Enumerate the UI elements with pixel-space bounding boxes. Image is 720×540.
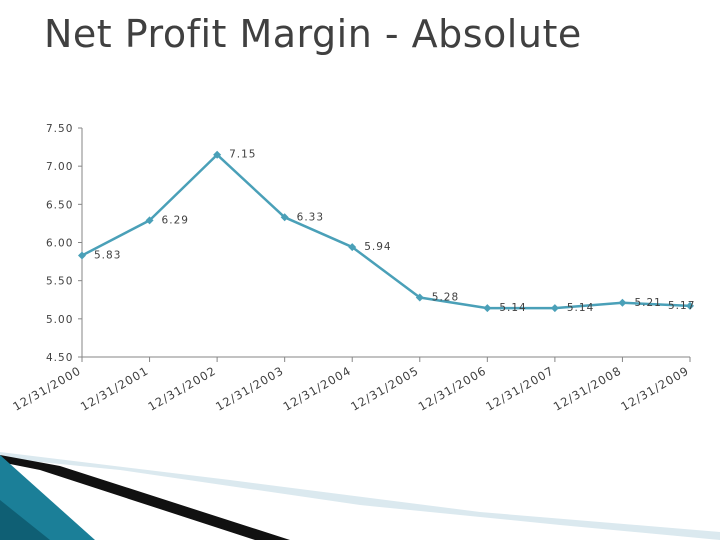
data-label: 5.21 [634,297,661,309]
x-tick-label: 12/31/2007 [483,363,556,413]
data-point [348,243,357,252]
x-tick-label: 12/31/2008 [551,363,624,413]
y-tick-label: 6.50 [46,199,73,211]
x-tick-label: 12/31/2006 [416,363,489,413]
data-label: 5.28 [432,291,459,303]
y-tick-label: 5.00 [46,314,73,326]
x-tick-label: 12/31/2009 [618,363,691,413]
data-label: 5.14 [499,302,526,314]
slide-title: Net Profit Margin - Absolute [44,12,582,56]
data-point [415,293,424,302]
y-axis-labels: 7.50 7.00 6.50 6.00 5.50 5.00 4.50 [46,123,73,364]
data-label: 6.29 [162,214,189,226]
y-tick-label: 5.50 [46,276,73,288]
data-point [550,304,559,313]
data-point [280,213,289,222]
data-point [686,301,694,310]
decor-swoosh-light [0,452,720,540]
decor-wedge-teal [0,455,95,540]
data-label: 5.14 [567,302,594,314]
data-point [78,251,86,260]
decor-swoosh-black [0,455,290,540]
data-label: 5.17 [668,300,695,312]
x-axis-labels: 12/31/200012/31/200112/31/200212/31/2003… [10,363,691,413]
data-point [483,304,492,313]
x-tick-label: 12/31/2002 [146,363,219,413]
data-point [213,150,222,159]
data-labels: 5.83 6.29 7.15 6.33 5.94 5.28 5.14 5.14 5.21 5.17 [94,149,695,314]
y-tick-label: 7.50 [46,123,73,135]
x-tick-label: 12/31/2004 [281,363,354,413]
series-group [78,150,694,313]
x-tick-label: 12/31/2000 [10,363,83,413]
chart-axes [78,127,691,362]
data-label: 7.15 [229,149,256,161]
x-tick-label: 12/31/2001 [78,363,151,413]
y-tick-label: 6.00 [46,238,73,250]
data-label: 5.83 [94,249,121,261]
y-tick-label: 4.50 [46,352,73,364]
data-label: 5.94 [364,241,391,253]
series-line [81,153,691,310]
data-point [145,216,154,225]
decor-wedge-teal-dark [0,500,50,540]
y-tick-label: 7.00 [46,161,73,173]
x-tick-label: 12/31/2005 [348,363,421,413]
data-label: 6.33 [297,211,324,223]
x-tick-label: 12/31/2003 [213,363,286,413]
slide-decoration [0,452,720,540]
data-point [618,298,627,307]
